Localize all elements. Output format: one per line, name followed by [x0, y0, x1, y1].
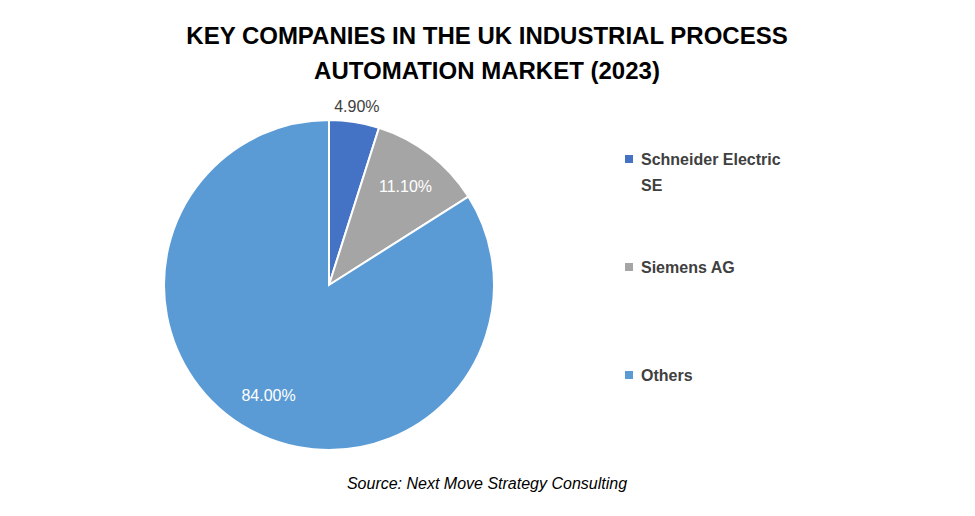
data-label: 11.10%: [379, 178, 432, 195]
title: KEY COMPANIES IN THE UK INDUSTRIAL PROCE…: [186, 22, 787, 84]
data-label: 84.00%: [241, 387, 295, 404]
legend-swatch: [625, 155, 633, 163]
legend-label: Others: [641, 367, 693, 384]
legend-swatch: [625, 263, 633, 271]
data-label: 4.90%: [334, 98, 379, 115]
legend-label: Schneider ElectricSE: [641, 151, 781, 194]
source: Source: Next Move Strategy Consulting: [347, 475, 627, 492]
pie-slice: [164, 120, 494, 450]
chart: KEY COMPANIES IN THE UK INDUSTRIAL PROCE…: [0, 0, 975, 516]
legend-swatch: [625, 371, 633, 379]
legend-label: Siemens AG: [641, 259, 735, 276]
